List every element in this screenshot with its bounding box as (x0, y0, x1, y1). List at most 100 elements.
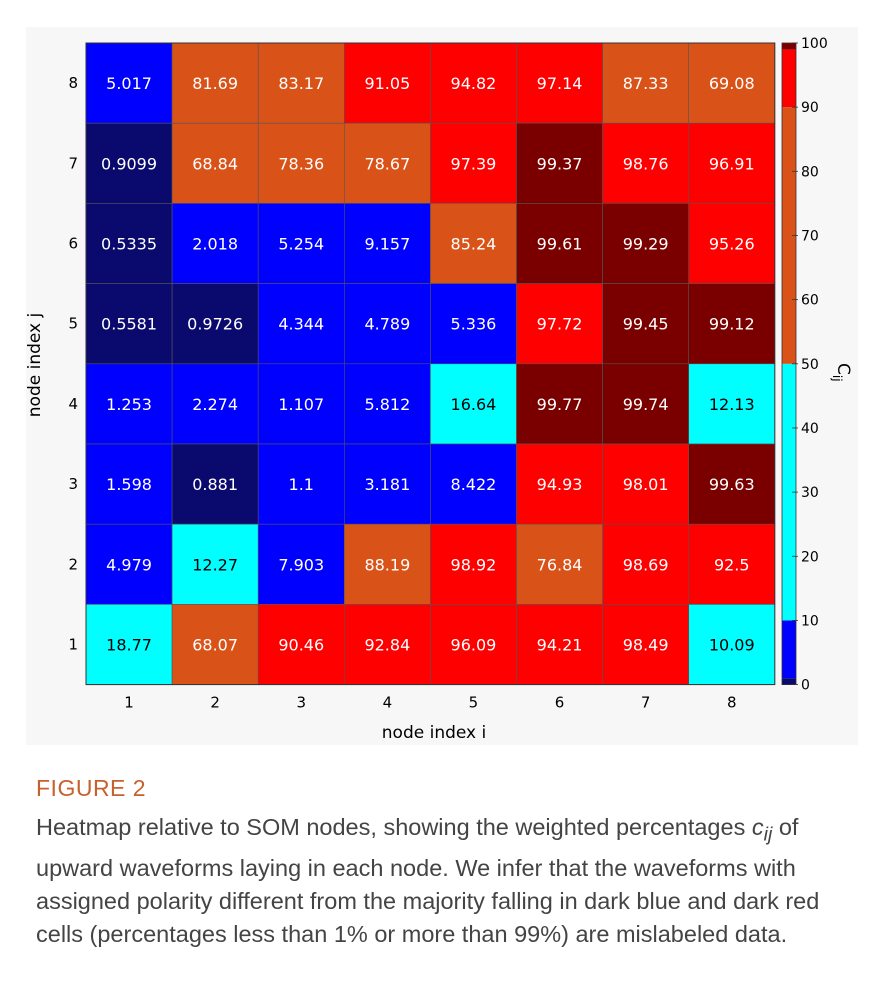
heatmap-cell-label: 97.14 (537, 74, 583, 93)
heatmap-cell-i2-j4 (171, 363, 259, 445)
heatmap-cell-label: 5.336 (451, 315, 497, 334)
heatmap-cell-i7-j4 (602, 363, 689, 445)
heatmap-cell-label: 7.903 (278, 555, 324, 574)
y-tick-label: 6 (68, 235, 78, 253)
heatmap-cell-label: 83.17 (278, 74, 324, 93)
heatmap-cell-label: 2.274 (192, 395, 238, 414)
heatmap-cell-label: 18.77 (106, 636, 152, 655)
y-tick-label: 8 (68, 74, 78, 92)
heatmap-cell-label: 2.018 (192, 235, 238, 254)
colorbar-tick-label: 50 (801, 357, 819, 373)
heatmap-cell-label: 0.9726 (187, 315, 243, 334)
x-tick-label: 3 (296, 694, 306, 712)
heatmap-cell-label: 69.08 (709, 74, 755, 93)
heatmap-cell-label: 81.69 (192, 74, 238, 93)
heatmap-cell-label: 88.19 (364, 555, 410, 574)
heatmap-cell-i2-j8 (171, 42, 259, 124)
heatmap-cell-i8-j8 (688, 42, 776, 124)
x-tick-label: 7 (641, 694, 651, 712)
heatmap-cell-i1-j5 (85, 283, 173, 365)
heatmap-cell-label: 97.72 (537, 315, 583, 334)
figure-caption-heading: FIGURE 2 (36, 775, 147, 801)
heatmap-cell-label: 78.36 (278, 154, 324, 173)
heatmap-cell-i5-j6 (430, 203, 517, 284)
x-tick-label: 2 (210, 694, 220, 712)
heatmap-cell-label: 0.5335 (101, 235, 157, 254)
x-tick-label: 8 (727, 694, 737, 712)
heatmap-cell-label: 4.344 (278, 315, 324, 334)
heatmap-cell-i5-j8 (430, 42, 517, 124)
heatmap-chart: 5.017 81.69 83.17 91.05 94.82 97.14 87.33 69.08… (26, 36, 853, 743)
heatmap-cell-label: 5.017 (106, 74, 152, 93)
heatmap-cell-label: 0.5581 (101, 315, 157, 334)
svg-text:Cij: Cij (830, 363, 853, 382)
heatmap-cell-i3-j6 (257, 203, 345, 284)
heatmap-cell-i3-j3 (257, 443, 345, 525)
colorbar-tick-label: 100 (801, 36, 828, 52)
figure-panel: 5.017 81.69 83.17 91.05 94.82 97.14 87.33 69.08… (26, 27, 858, 745)
heatmap-cell-i3-j1 (257, 604, 345, 685)
heatmap-cell-i4-j7 (343, 122, 431, 204)
heatmap-cell-label: 99.61 (537, 235, 583, 254)
colorbar-tick-label: 60 (801, 293, 819, 309)
heatmap-cell-label: 95.26 (709, 235, 755, 254)
heatmap-cell-label: 4.979 (106, 555, 152, 574)
heatmap-cell-label: 99.63 (709, 475, 755, 494)
heatmap-cell-label: 78.67 (364, 154, 410, 173)
heatmap-cell-i5-j3 (430, 443, 517, 525)
heatmap-cell-i6-j4 (516, 363, 603, 445)
y-tick-label: 1 (68, 636, 78, 654)
heatmap-cell-label: 98.49 (623, 636, 669, 655)
heatmap-cell-label: 0.9099 (101, 154, 157, 173)
heatmap-cell-label: 1.598 (106, 475, 152, 494)
x-tick-label: 4 (383, 694, 393, 712)
heatmap-cell-label: 99.45 (623, 315, 669, 334)
heatmap-cell-label: 5.254 (278, 235, 324, 254)
heatmap-cell-label: 99.37 (537, 154, 583, 173)
heatmap-cell-i2-j3 (171, 443, 259, 525)
heatmap-cell-label: 68.84 (192, 154, 238, 173)
heatmap-cell-i8-j2 (688, 523, 776, 605)
heatmap-cell-i5-j2 (430, 523, 517, 605)
heatmap-cell-label: 99.77 (537, 395, 583, 414)
heatmap-cell-i2-j6 (171, 203, 259, 284)
heatmap-cell-i5-j1 (430, 604, 517, 685)
heatmap-cell-label: 90.46 (278, 636, 324, 655)
colorbar-tick-label: 10 (801, 613, 819, 629)
colorbar-tick-label: 80 (801, 164, 819, 180)
heatmap-cell-label: 68.07 (192, 636, 238, 655)
y-axis-label: node index j (26, 313, 45, 417)
heatmap-cell-label: 96.91 (709, 154, 755, 173)
heatmap-cell-i5-j5 (430, 283, 517, 365)
x-axis-label: node index i (382, 723, 486, 743)
heatmap-cell-label: 92.5 (714, 555, 750, 574)
colorbar-tick-label: 90 (801, 100, 819, 116)
heatmap-cell-label: 10.09 (709, 636, 755, 655)
colorbar-segment (782, 49, 796, 108)
y-tick-label: 3 (68, 475, 78, 493)
heatmap-cell-label: 94.93 (537, 475, 583, 494)
colorbar-tick-label: 40 (801, 421, 819, 437)
heatmap-cell-label: 1.1 (289, 475, 314, 494)
heatmap-cell-i7-j3 (602, 443, 689, 525)
caption-symbol: c (751, 814, 764, 840)
colorbar-segment (782, 43, 796, 50)
colorbar-tick-label: 0 (801, 678, 810, 694)
heatmap-cell-i8-j1 (688, 604, 776, 685)
heatmap-cell-label: 96.09 (451, 636, 497, 655)
heatmap-cell-i8-j3 (688, 443, 776, 525)
heatmap-cell-i1-j2 (85, 523, 173, 605)
heatmap-cell-label: 99.74 (623, 395, 669, 414)
heatmap-cell-i4-j6 (343, 203, 431, 284)
plot-frame (85, 42, 776, 686)
heatmap-cell-label: 1.253 (106, 395, 152, 414)
heatmap-cell-label: 98.92 (451, 555, 497, 574)
heatmap-cell-label: 87.33 (623, 74, 669, 93)
heatmap-cell-label: 4.789 (364, 315, 410, 334)
colorbar-label: Cij (830, 363, 853, 382)
heatmap-cell-i4-j5 (343, 283, 431, 365)
heatmap-cell-i6-j8 (516, 42, 603, 124)
heatmap-cell-label: 16.64 (451, 395, 497, 414)
heatmap-cell-label: 3.181 (364, 475, 410, 494)
colorbar-tick-label: 30 (801, 485, 819, 501)
